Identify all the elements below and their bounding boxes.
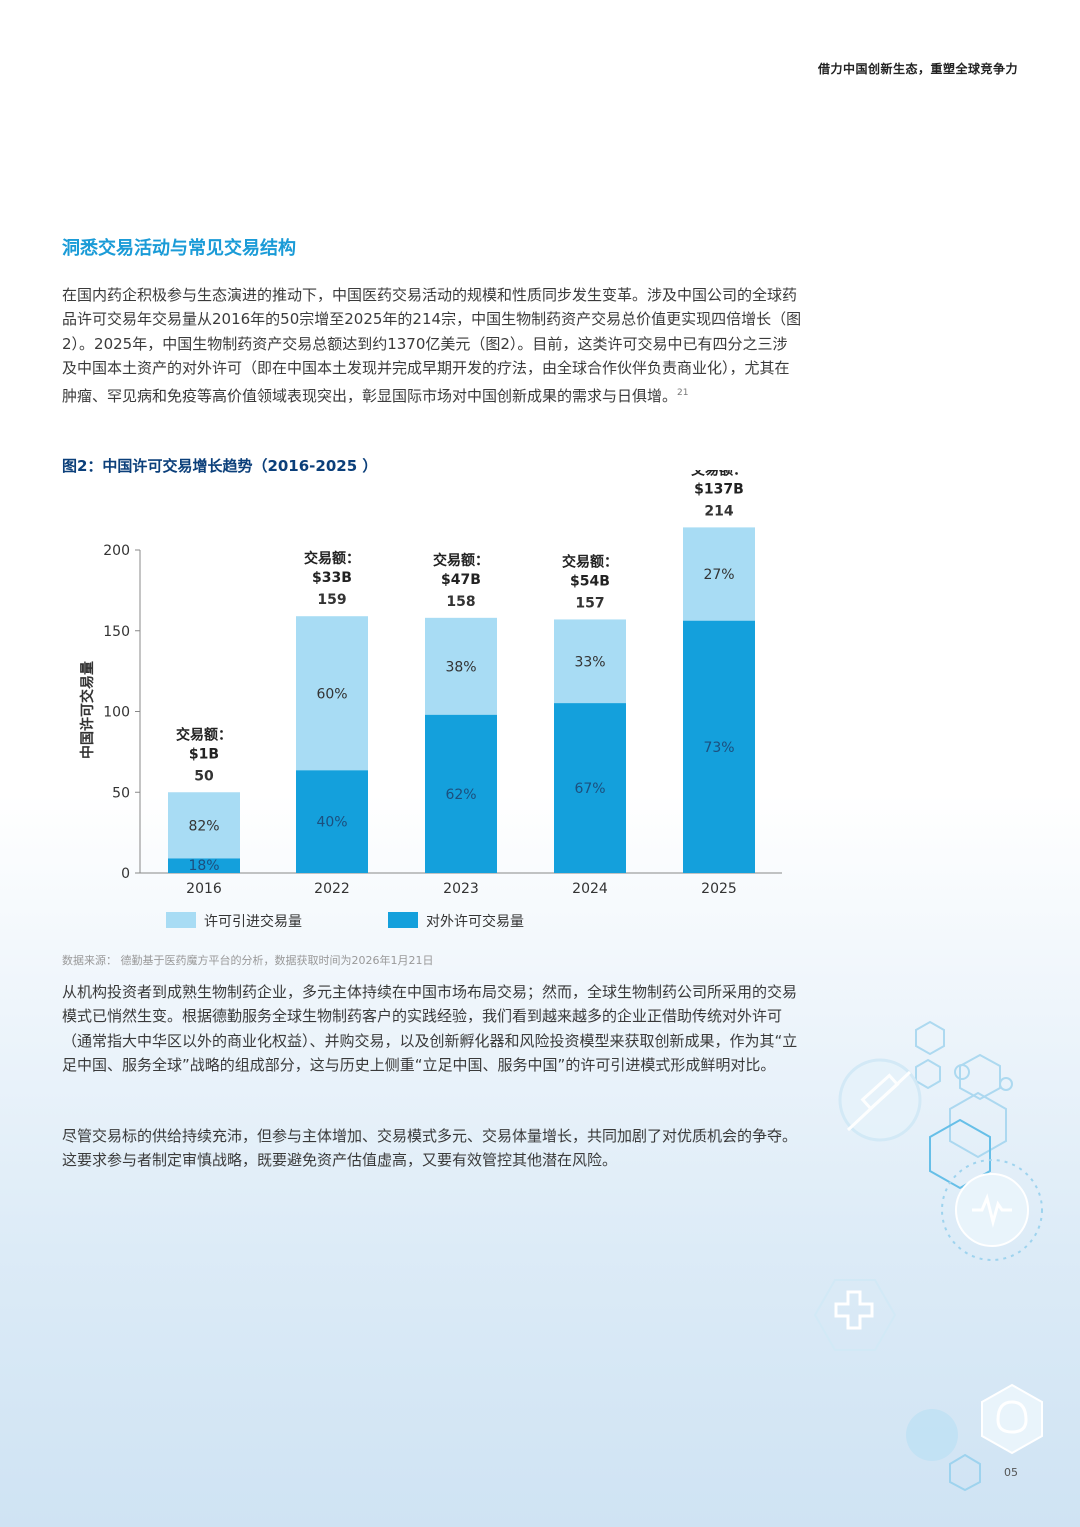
percent-label-out: 67% (574, 781, 605, 797)
y-tick-label: 0 (121, 866, 130, 882)
percent-label-in: 60% (316, 686, 347, 702)
deal-value-label: 交易额： (304, 550, 360, 567)
bar-in-licensing (168, 792, 240, 859)
x-tick-label: 2025 (701, 881, 737, 897)
x-tick-label: 2022 (314, 881, 350, 897)
bar-in-licensing (683, 527, 755, 621)
bar-out-licensing (425, 714, 497, 873)
bar-in-licensing (554, 619, 626, 704)
footnote-ref: 21 (677, 387, 689, 398)
bar-out-licensing (683, 620, 755, 873)
percent-label-out: 18% (188, 858, 219, 874)
percent-label-out: 73% (703, 740, 734, 756)
paragraph-competition: 尽管交易标的供给持续充沛，但参与主体增加、交易模式多元、交易体量增长，共同加剧了… (62, 1127, 798, 1170)
bar-out-licensing (168, 858, 240, 873)
bar-in-licensing (425, 617, 497, 715)
percent-label-out: 40% (316, 815, 347, 831)
paragraph-intro-text: 在国内药企积极参与生态演进的推动下，中国医药交易活动的规模和性质同步发生变革。涉… (62, 286, 802, 405)
percent-label-in: 33% (574, 654, 605, 670)
figure-source: 数据来源： 德勤基于医药魔方平台的分析，数据获取时间为2026年1月21日 (62, 954, 434, 967)
brain-icon (906, 1383, 1043, 1492)
percent-label-out: 62% (445, 787, 476, 803)
deal-value-label: 交易额： (433, 552, 489, 569)
percent-label-in: 82% (188, 818, 219, 834)
x-tick-label: 2023 (443, 881, 479, 897)
deal-value-label: 交易额： (176, 726, 232, 743)
bar-out-licensing (554, 703, 626, 873)
y-tick-label: 50 (112, 785, 130, 801)
hexagon-icon (915, 1020, 945, 1056)
bar-in-licensing (296, 616, 368, 771)
bar-total-label: 159 (317, 592, 346, 608)
decorative-biotech-illustration (813, 1020, 1043, 1492)
license-deal-chart: 0 50 100 150 200 中国许可交易量 82% 18% 50 $1B 交易额： 2016 60… (79, 470, 782, 930)
hexagon-icon (915, 1058, 941, 1090)
x-tick-label: 2016 (186, 881, 222, 897)
deal-value-amount: $47B (441, 572, 481, 588)
heartbeat-icon (941, 1159, 1043, 1261)
deal-value-amount: $33B (312, 570, 352, 586)
y-tick-label: 100 (103, 705, 130, 721)
legend-label-in-licensing: 许可引进交易量 (204, 913, 302, 930)
percent-label-in: 38% (445, 659, 476, 675)
legend-swatch-out-licensing (388, 912, 418, 928)
deal-value-amount: $54B (570, 573, 610, 589)
bar-total-label: 157 (575, 595, 604, 611)
page-number: 05 (1004, 1466, 1018, 1479)
hexagon-icon (929, 1118, 991, 1190)
legend-swatch-in-licensing (166, 912, 196, 928)
paragraph-deal-models: 从机构投资者到成熟生物制药企业，多元主体持续在中国市场布局交易；然而，全球生物制… (62, 983, 798, 1075)
bar-total-label: 214 (704, 503, 733, 519)
y-tick-label: 150 (103, 624, 130, 640)
syringe-icon (838, 1058, 922, 1142)
bar-out-licensing (296, 770, 368, 873)
bar-total-label: 50 (194, 768, 214, 784)
hexagon-icon (949, 1091, 1007, 1159)
deal-value-label: 交易额： (562, 553, 618, 570)
deal-value-label: 交易额： (691, 470, 747, 478)
deal-value-amount: $137B (694, 481, 744, 497)
y-axis-label: 中国许可交易量 (79, 661, 96, 759)
bar-total-label: 158 (446, 594, 475, 610)
y-tick-label: 200 (103, 543, 130, 559)
figure-caption: 图2：中国许可交易增长趋势（2016-2025 ） (62, 457, 378, 475)
medical-cross-icon (813, 1279, 897, 1351)
header-tagline: 借力中国创新生态，重塑全球竞争力 (817, 62, 1018, 76)
legend-label-out-licensing: 对外许可交易量 (426, 913, 524, 930)
paragraph-intro: 在国内药企积极参与生态演进的推动下，中国医药交易活动的规模和性质同步发生变革。涉… (62, 283, 802, 408)
x-tick-label: 2024 (572, 881, 608, 897)
section-heading: 洞悉交易活动与常见交易结构 (62, 238, 296, 259)
deal-value-amount: $1B (189, 746, 219, 762)
percent-label-in: 27% (703, 567, 734, 583)
